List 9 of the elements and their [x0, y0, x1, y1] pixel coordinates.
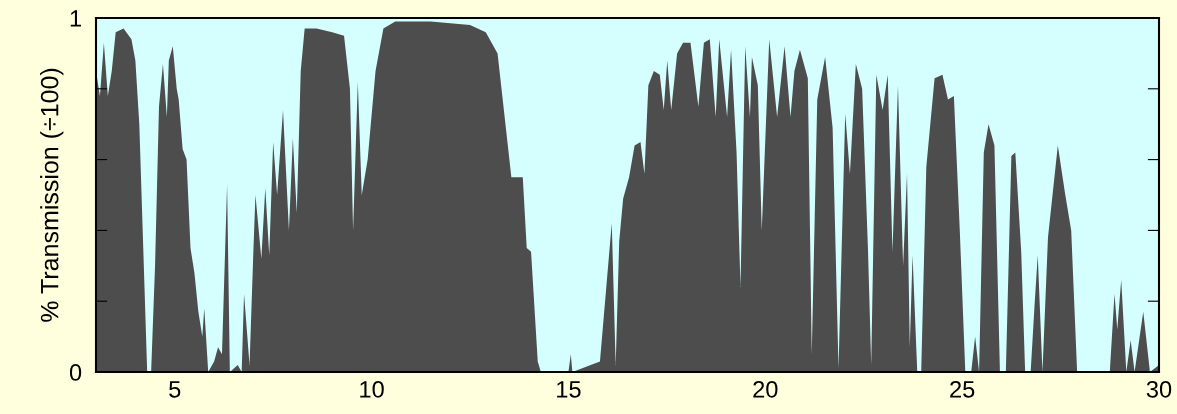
x-tick-label: 30 [1146, 380, 1172, 398]
x-tick-label: 15 [557, 381, 581, 398]
x-tick-label: 20 [753, 380, 778, 398]
y-axis-title: % Transmission (÷100) [40, 68, 64, 322]
x-tick-label: 25 [950, 380, 975, 398]
y-tick-label: 1 [70, 10, 81, 27]
x-tick-label: 5 [169, 381, 181, 398]
x-tick-label: 10 [360, 380, 384, 398]
y-tick-label: 0 [69, 364, 82, 381]
